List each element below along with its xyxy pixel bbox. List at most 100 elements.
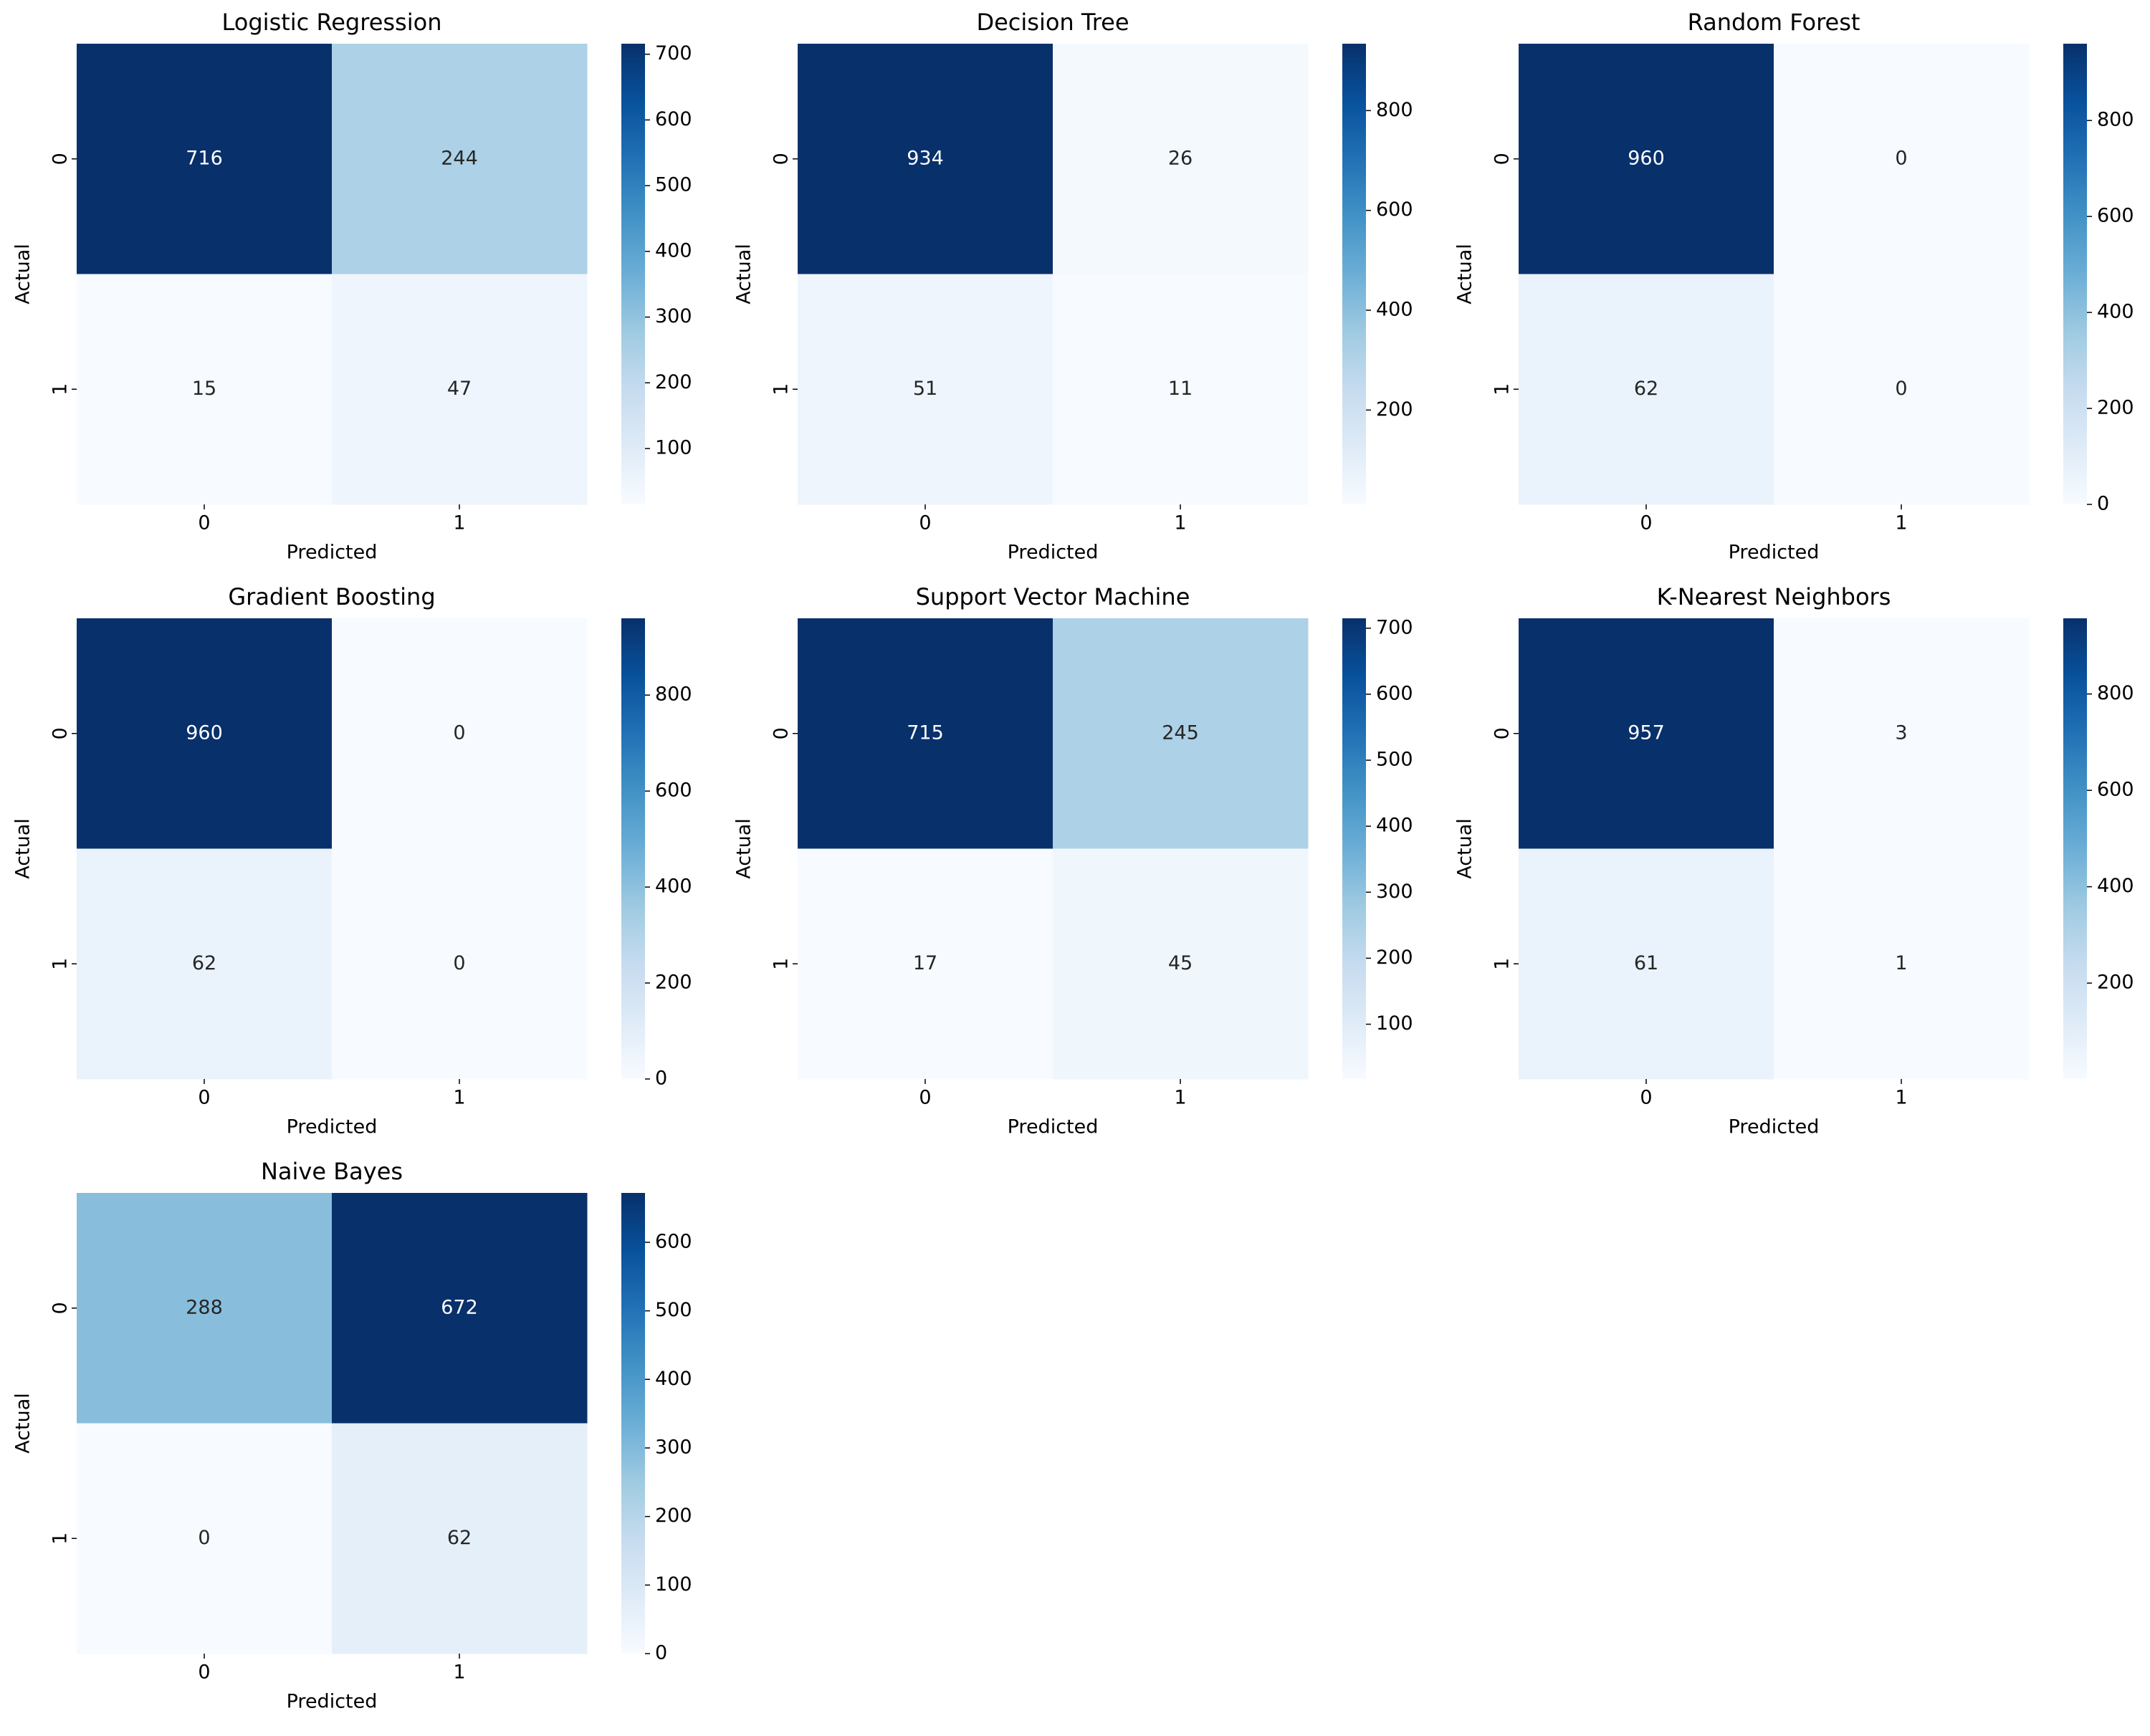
cell-annotation: 716 <box>186 147 223 169</box>
colorbar-tick-label: 100 <box>655 1573 692 1596</box>
cell-annotation: 26 <box>1168 147 1193 169</box>
subplot-title: Naive Bayes <box>261 1158 403 1185</box>
heatmap-cell <box>798 44 1054 274</box>
y-axis-label: Actual <box>733 818 755 879</box>
colorbar-tick-label: 600 <box>2097 779 2134 801</box>
colorbar-tick-label: 700 <box>1376 616 1413 638</box>
x-tick-label: 1 <box>1895 1087 1907 1109</box>
heatmap-cell <box>77 618 333 849</box>
cell-annotation: 0 <box>1895 378 1907 400</box>
colorbar <box>1342 44 1366 504</box>
heatmap-cell <box>1774 618 2030 849</box>
colorbar-tick-label: 300 <box>655 305 692 327</box>
y-tick-label: 0 <box>49 727 72 739</box>
colorbar-tick-label: 400 <box>2097 301 2134 323</box>
y-axis-label: Actual <box>1454 818 1476 879</box>
heatmap-cell <box>332 1193 588 1424</box>
heatmap-cell <box>77 1193 333 1424</box>
subplot-title: K-Nearest Neighbors <box>1657 583 1891 610</box>
heatmap-cell <box>1053 274 1309 505</box>
colorbar <box>2063 618 2087 1079</box>
cell-annotation: 244 <box>441 147 478 169</box>
heatmap-cell <box>1519 848 1774 1080</box>
subplot-title: Random Forest <box>1688 9 1860 36</box>
cell-annotation: 0 <box>453 952 465 974</box>
colorbar-tick-label: 0 <box>655 1068 667 1090</box>
colorbar-tick-label: 100 <box>1376 1012 1413 1035</box>
cell-annotation: 47 <box>447 378 472 400</box>
heatmap-cell <box>798 848 1054 1080</box>
colorbar-tick-label: 700 <box>655 42 692 64</box>
colorbar-tick-label: 500 <box>655 174 692 196</box>
heatmap-cell <box>77 848 333 1080</box>
subplot-title: Support Vector Machine <box>916 583 1190 610</box>
x-axis-label: Predicted <box>287 542 378 564</box>
heatmap-cell <box>1519 274 1774 505</box>
heatmap-cell <box>332 44 588 274</box>
colorbar-tick-label: 200 <box>1376 398 1413 421</box>
y-tick-label: 0 <box>1491 727 1514 739</box>
colorbar-tick-label: 600 <box>655 108 692 130</box>
cell-annotation: 61 <box>1634 952 1658 974</box>
colorbar-tick-label: 600 <box>655 780 692 802</box>
heatmap-cell <box>798 274 1054 505</box>
colorbar-tick-label: 300 <box>655 1436 692 1458</box>
y-tick-label: 1 <box>770 383 793 395</box>
cell-annotation: 288 <box>186 1296 223 1318</box>
x-axis-label: Predicted <box>1008 1116 1099 1138</box>
y-axis-label: Actual <box>12 244 34 304</box>
heatmap-cell <box>332 274 588 505</box>
heatmap-cell <box>77 44 333 274</box>
colorbar-tick-label: 200 <box>2097 972 2134 994</box>
colorbar-tick-label: 200 <box>655 972 692 994</box>
x-tick-label: 0 <box>198 1661 210 1684</box>
colorbar-tick-label: 500 <box>1376 749 1413 771</box>
cell-annotation: 957 <box>1628 721 1665 744</box>
y-tick-label: 0 <box>1491 153 1514 165</box>
colorbar-tick-label: 800 <box>655 684 692 706</box>
y-tick-label: 1 <box>49 1533 72 1545</box>
colorbar <box>2063 44 2087 504</box>
heatmap-cell <box>1519 618 1774 849</box>
cell-annotation: 62 <box>192 952 216 974</box>
heatmap-cell <box>1774 44 2030 274</box>
y-axis-label: Actual <box>12 1393 34 1454</box>
colorbar-tick-label: 200 <box>655 1505 692 1527</box>
colorbar-tick-label: 0 <box>655 1642 667 1664</box>
colorbar-tick-label: 800 <box>1376 99 1413 121</box>
heatmap-cell <box>1053 848 1309 1080</box>
x-axis-label: Predicted <box>1729 1116 1820 1138</box>
colorbar-tick-label: 800 <box>2097 109 2134 131</box>
x-tick-label: 1 <box>1895 512 1907 534</box>
heatmap-cell <box>1774 274 2030 505</box>
y-tick-label: 0 <box>770 727 793 739</box>
colorbar-tick-label: 400 <box>655 1368 692 1390</box>
x-tick-label: 0 <box>198 1087 210 1109</box>
heatmap-cell <box>1774 848 2030 1080</box>
colorbar-tick-label: 400 <box>655 239 692 262</box>
colorbar <box>621 618 645 1079</box>
x-axis-label: Predicted <box>287 1691 378 1713</box>
colorbar <box>1342 618 1366 1079</box>
cell-annotation: 960 <box>186 721 223 744</box>
colorbar-tick-label: 800 <box>2097 682 2134 704</box>
x-tick-label: 0 <box>919 1087 931 1109</box>
cell-annotation: 45 <box>1168 952 1193 974</box>
colorbar-tick-label: 400 <box>2097 875 2134 897</box>
subplot-title: Decision Tree <box>976 9 1129 36</box>
cell-annotation: 15 <box>192 378 216 400</box>
y-tick-label: 0 <box>49 153 72 165</box>
x-axis-label: Predicted <box>1729 542 1820 564</box>
y-tick-label: 1 <box>49 383 72 395</box>
y-tick-label: 0 <box>49 1302 72 1314</box>
x-tick-label: 1 <box>453 512 465 534</box>
x-tick-label: 1 <box>453 1087 465 1109</box>
x-axis-label: Predicted <box>1008 542 1099 564</box>
y-tick-label: 1 <box>1491 958 1514 970</box>
y-tick-label: 0 <box>770 153 793 165</box>
colorbar-tick-label: 600 <box>1376 682 1413 704</box>
cell-annotation: 245 <box>1162 721 1199 744</box>
cell-annotation: 934 <box>907 147 944 169</box>
